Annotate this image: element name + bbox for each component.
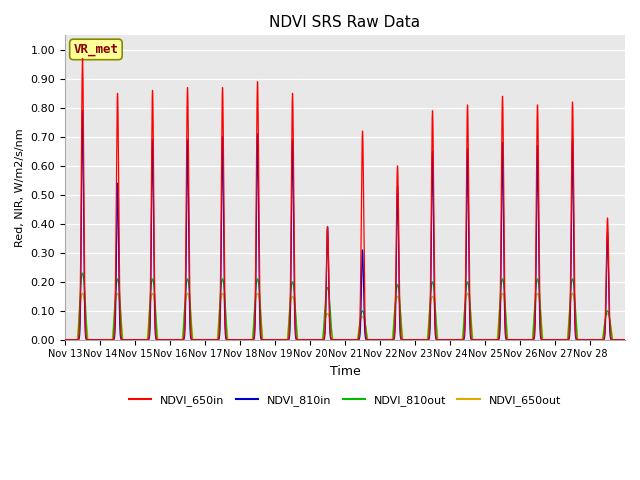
Y-axis label: Red, NIR, W/m2/s/nm: Red, NIR, W/m2/s/nm: [15, 128, 25, 247]
X-axis label: Time: Time: [330, 365, 360, 378]
Legend: NDVI_650in, NDVI_810in, NDVI_810out, NDVI_650out: NDVI_650in, NDVI_810in, NDVI_810out, NDV…: [125, 391, 565, 410]
Title: NDVI SRS Raw Data: NDVI SRS Raw Data: [269, 15, 420, 30]
Text: VR_met: VR_met: [74, 43, 118, 56]
